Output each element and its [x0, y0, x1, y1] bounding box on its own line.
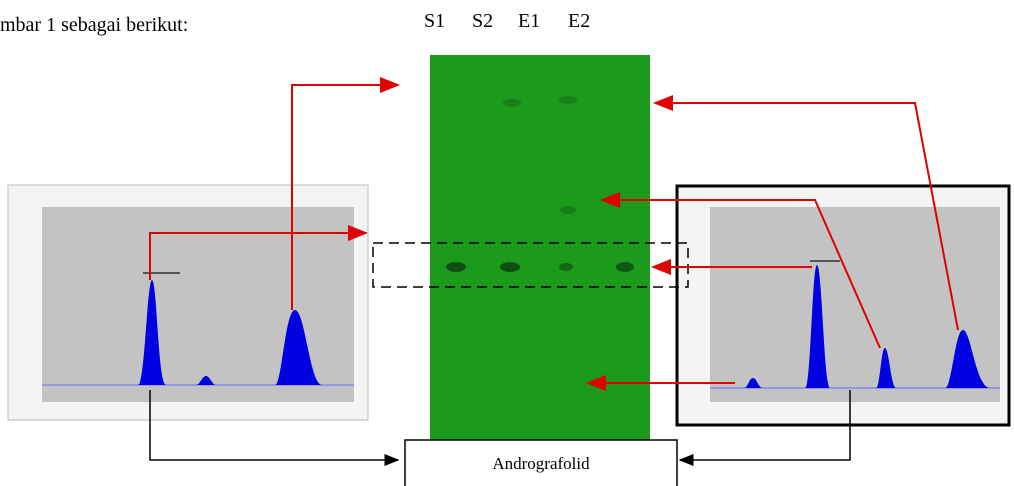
figure: mbar 1 sebagai berikut: S1 S2 E1 E2 Andr… — [0, 0, 1014, 486]
intro-text: mbar 1 sebagai berikut: — [0, 14, 188, 37]
box-label: Andrografolid — [405, 454, 677, 474]
lane-label: E1 — [518, 10, 540, 33]
lane-label: S2 — [472, 10, 493, 33]
diagram — [0, 0, 1014, 486]
left-chromatogram — [8, 185, 368, 420]
lane-label: S1 — [424, 10, 445, 33]
lane-label: E2 — [568, 10, 590, 33]
right-chromatogram — [677, 186, 1009, 425]
